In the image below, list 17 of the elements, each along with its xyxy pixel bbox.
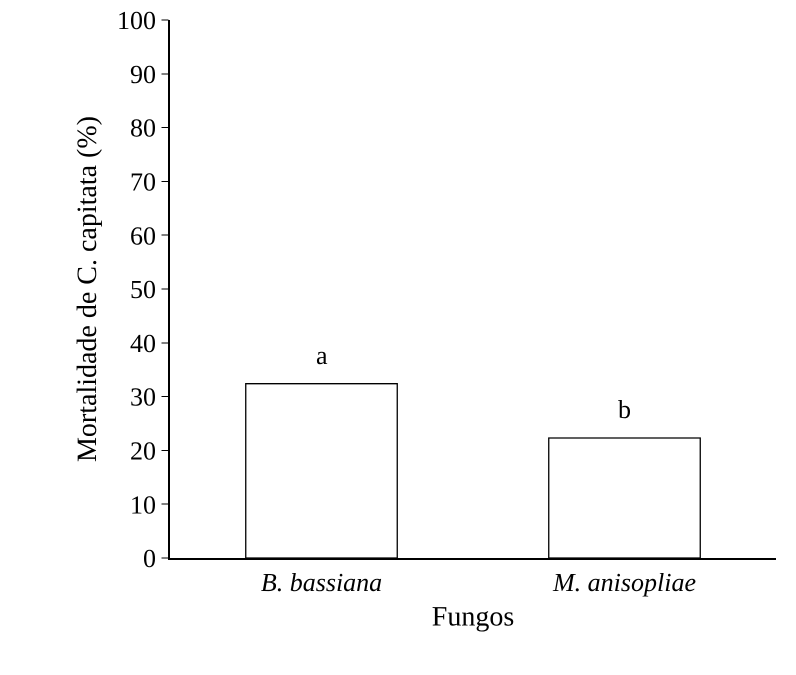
x-tick-label: B. bassiana xyxy=(260,568,382,597)
y-tick-label: 10 xyxy=(130,490,156,520)
x-tick-label: M. anisopliae xyxy=(552,568,696,597)
y-axis-title: Mortalidade de C. capitata (%) xyxy=(72,116,104,462)
y-tick-label: 40 xyxy=(130,328,156,358)
annotation: a xyxy=(316,341,328,370)
x-axis-title: Fungos xyxy=(432,602,514,633)
y-tick-label: 80 xyxy=(130,114,156,143)
y-tick-label: 90 xyxy=(130,60,156,89)
y-tick-label: 50 xyxy=(130,275,156,304)
y-tick-label: 100 xyxy=(117,6,156,36)
y-tick-label: 60 xyxy=(130,221,156,250)
y-tick-label: 70 xyxy=(130,168,156,196)
y-tick-label: 30 xyxy=(130,382,156,412)
y-tick-label: 0 xyxy=(143,544,156,574)
annotation: b xyxy=(618,395,631,424)
y-tick-label: 20 xyxy=(130,436,156,466)
